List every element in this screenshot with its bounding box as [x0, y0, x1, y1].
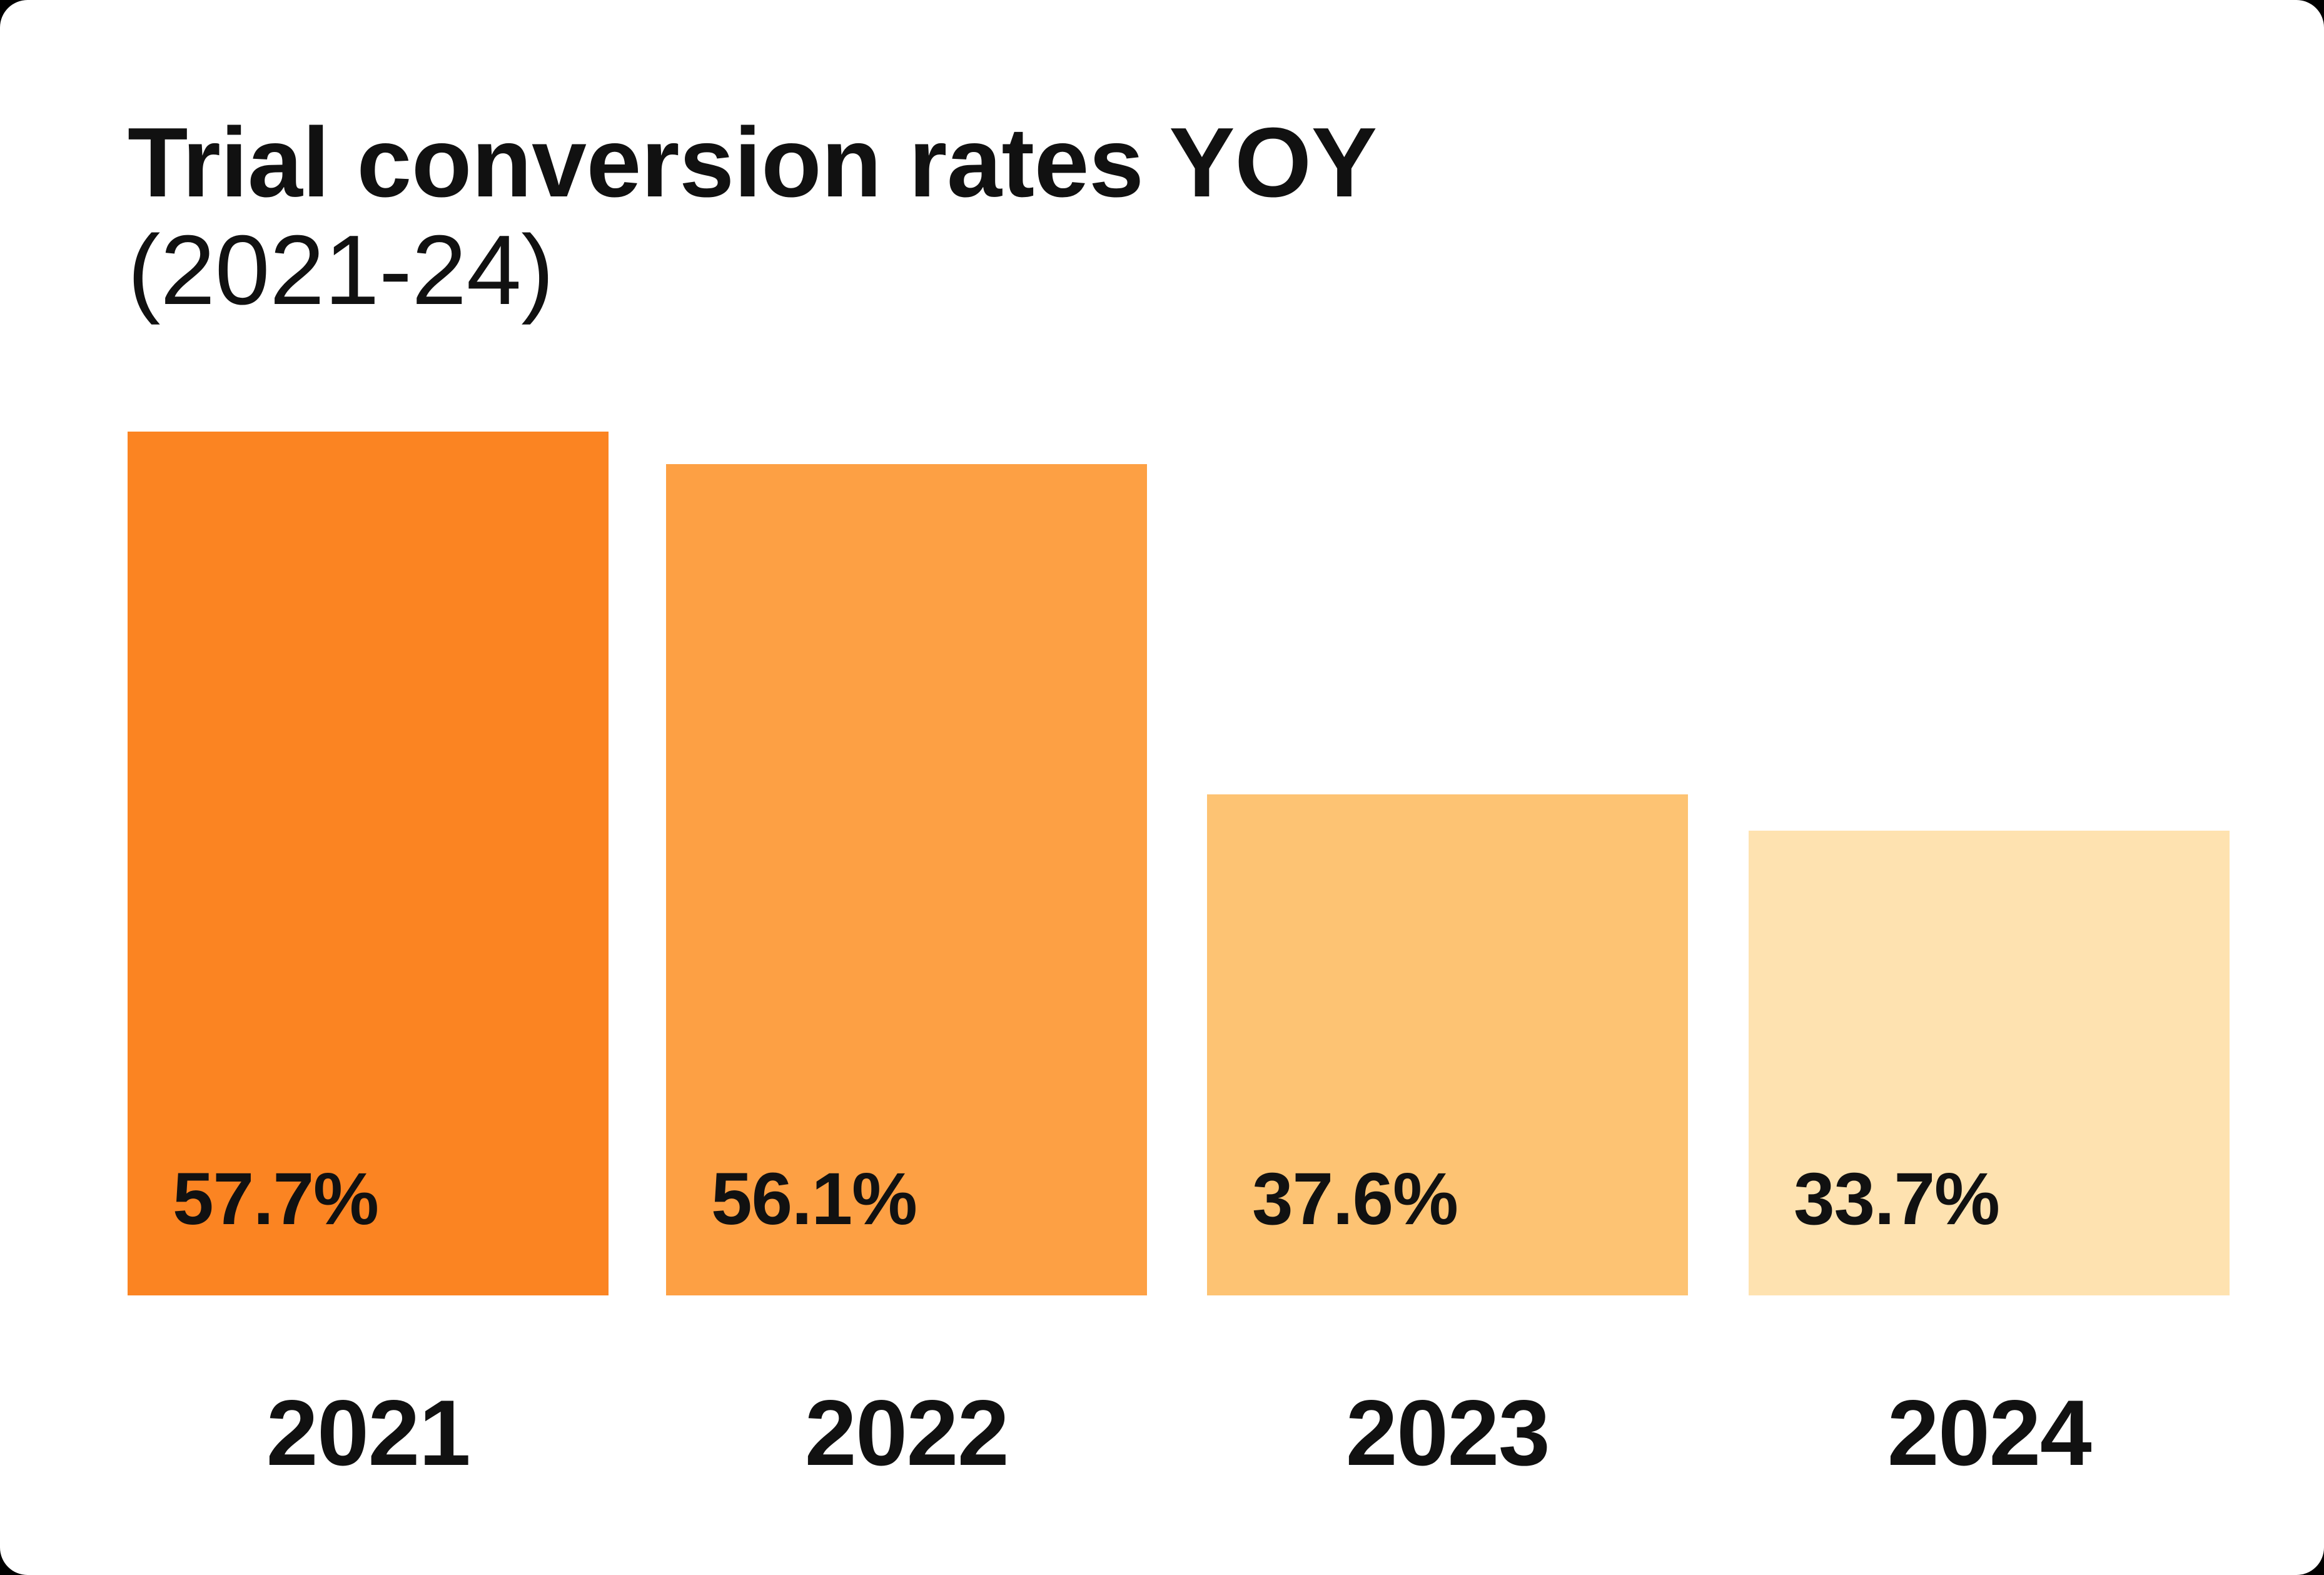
- bar-2021: 57.7%: [128, 432, 609, 1295]
- value-label-2023: 37.6%: [1252, 1158, 1458, 1240]
- axis-label-2021: 2021: [266, 1380, 471, 1485]
- chart-subtitle: (2021-24): [128, 215, 554, 325]
- bar-2023: 37.6%: [1207, 794, 1688, 1295]
- bar-2024: 33.7%: [1749, 831, 2230, 1295]
- bar-2022: 56.1%: [666, 464, 1147, 1295]
- value-label-2022: 56.1%: [711, 1158, 917, 1240]
- axis-label-2022: 2022: [804, 1380, 1009, 1485]
- value-label-2024: 33.7%: [1794, 1158, 2000, 1240]
- bar-group-2024: 33.7% 2024: [1749, 0, 2230, 1575]
- chart-title-block: Trial conversion rates YOY (2021-24): [128, 109, 1377, 324]
- bar-group-2022: 56.1% 2022: [666, 0, 1147, 1575]
- axis-label-2024: 2024: [1887, 1380, 2092, 1485]
- bar-group-2021: 57.7% 2021: [128, 0, 609, 1575]
- bar-group-2023: 37.6% 2023: [1207, 0, 1688, 1575]
- axis-label-2023: 2023: [1345, 1380, 1550, 1485]
- value-label-2021: 57.7%: [173, 1158, 379, 1240]
- chart-title: Trial conversion rates YOY: [128, 108, 1377, 218]
